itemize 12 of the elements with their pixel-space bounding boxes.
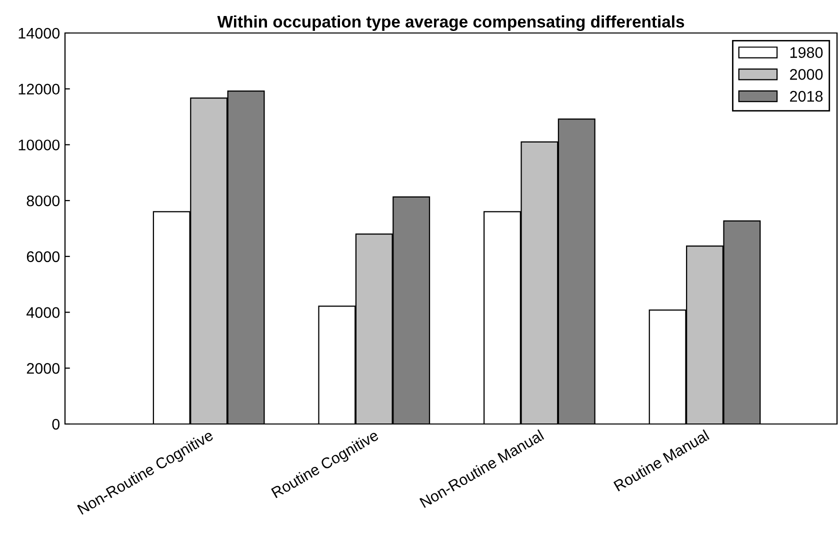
y-tick-label: 2000 — [26, 363, 60, 374]
y-tick-label: 12000 — [18, 84, 60, 95]
legend-label: 2000 — [790, 69, 823, 80]
chart-title: Within occupation type average compensating differentials — [217, 15, 684, 31]
legend-label: 1980 — [790, 47, 823, 58]
y-tick-label: 14000 — [18, 28, 60, 39]
y-tick-label: 10000 — [18, 140, 60, 150]
y-tick-label: 4000 — [26, 307, 60, 318]
legend-label: 2018 — [790, 90, 823, 102]
y-tick-label: 0 — [52, 418, 60, 430]
y-tick-label: 8000 — [26, 195, 60, 206]
y-tick-label: 6000 — [26, 251, 60, 262]
